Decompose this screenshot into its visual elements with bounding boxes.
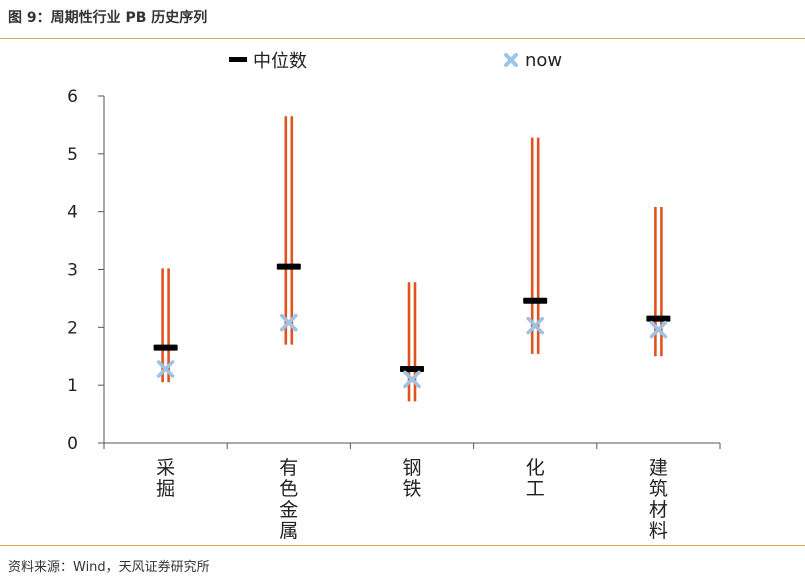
now-marker <box>279 313 298 332</box>
now-marker-stroke <box>526 316 545 335</box>
median-marker <box>276 263 301 270</box>
marks <box>153 116 671 402</box>
source-note: 资料来源：Wind，天风证券研究所 <box>8 560 210 575</box>
now-marker <box>526 316 545 335</box>
y-tick-label: 2 <box>67 318 78 338</box>
y-tick-label: 4 <box>67 203 78 223</box>
axes: 0 1 2 3 4 5 6 采掘 有色金属 钢铁 化工 建筑材料 <box>67 87 721 540</box>
now-marker-stroke <box>403 370 421 389</box>
now-marker-stroke <box>649 320 668 339</box>
x-category-label: 建筑材料 <box>649 457 668 540</box>
y-tick-label: 5 <box>67 145 78 165</box>
top-rule <box>0 38 805 39</box>
legend-median-marker <box>229 57 247 62</box>
median-marker <box>646 315 671 322</box>
legend-now-marker <box>504 53 518 67</box>
now-marker-stroke <box>279 313 298 332</box>
legend: 中位数 now <box>229 50 562 72</box>
x-category-label: 化工 <box>526 457 545 500</box>
bottom-rule <box>0 545 805 546</box>
now-marker <box>649 320 668 339</box>
figure-title: 图 9：周期性行业 PB 历史序列 <box>8 10 208 26</box>
legend-now-label: now <box>525 50 562 71</box>
x-category-label: 采掘 <box>156 457 175 500</box>
now-marker <box>403 370 421 389</box>
median-marker <box>153 344 178 351</box>
x-category-label: 有色金属 <box>279 457 298 540</box>
y-tick-label: 0 <box>67 434 78 454</box>
median-marker <box>400 365 424 372</box>
y-tick-label: 6 <box>67 87 78 107</box>
now-marker-stroke <box>156 360 175 378</box>
median-marker <box>523 297 548 304</box>
range-chart: 中位数 now 0 1 2 3 4 5 6 采掘 有色金属 钢铁 化工 建筑材料 <box>67 50 721 540</box>
y-tick-label: 1 <box>67 376 78 396</box>
x-category-label: 钢铁 <box>402 457 421 500</box>
y-tick-label: 3 <box>67 261 78 281</box>
legend-median-label: 中位数 <box>253 51 307 72</box>
now-marker <box>156 360 175 378</box>
